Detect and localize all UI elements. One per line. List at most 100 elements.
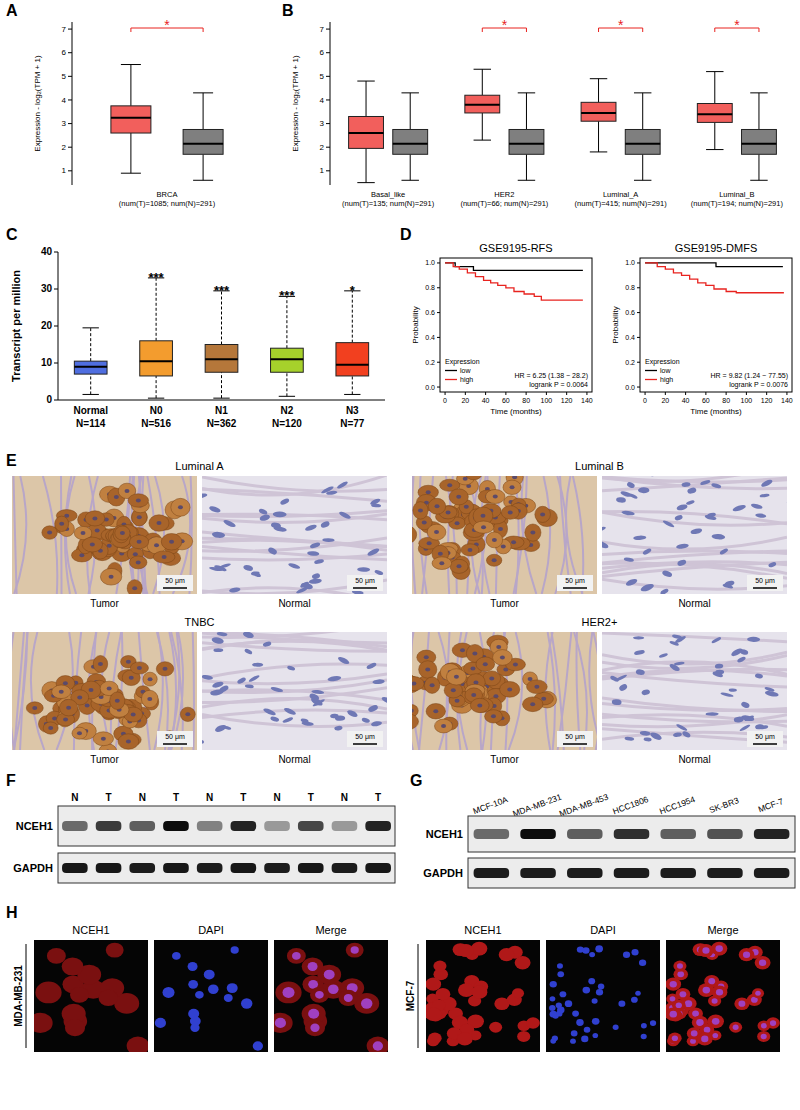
nucleus [700,479,711,486]
nucleus [677,559,687,567]
legend-label: low [460,367,471,374]
nucleus [468,548,473,552]
nucleus [418,508,423,512]
box [74,361,107,374]
nucleus [115,699,120,703]
median [393,143,428,145]
x-tick-label: 80 [522,397,530,404]
stained-cell [424,677,439,693]
nucleus [761,1034,767,1039]
band [231,863,257,873]
tissue [412,632,597,750]
nucleus [245,684,254,689]
y-axis-title: Transcript per million [10,270,22,382]
tissue [602,632,787,750]
ihc-image [202,632,387,750]
x-tick [445,392,446,395]
nucleus [308,962,318,971]
nucleus [645,476,656,477]
median [697,113,732,115]
nucleus [374,569,384,576]
line: HER2 [494,190,514,199]
nucleus [299,581,309,589]
stroma [202,643,387,651]
stained-cell [149,515,169,532]
nucleus [346,709,358,718]
nucleus [351,946,359,953]
y-tick-label: 30 [41,283,53,294]
x-axis-title: Time (months) [690,407,742,416]
nucleus [253,1041,263,1050]
nucleus [185,712,190,716]
y-tick [437,337,440,338]
box-panel: 1234567Expression - log₂(TPM + 1)Basal_l… [291,17,783,208]
x-tick-label: 140 [781,397,793,404]
nucleus [470,667,475,671]
scale-bar [353,743,377,745]
nucleus [571,1030,578,1036]
band [520,829,556,839]
scale-patch [157,575,193,591]
nucleus [706,712,719,716]
stained-cell [470,698,489,712]
nucleus [202,739,204,744]
line: Basal_like [371,190,405,199]
nucleus [685,1000,692,1007]
nucleus [660,588,670,594]
whisker-cap [83,394,99,395]
line: (num(T)=135; num(N)=291) [342,199,435,208]
marks [445,263,583,300]
y-tick [637,262,640,263]
stained-cell [26,702,43,714]
whisker-cap [634,180,651,181]
whisker-low [598,121,599,152]
nucleus [596,989,603,996]
y-tick-label: 4 [320,96,325,105]
nucleus [472,651,477,655]
nucleus [208,984,219,994]
box [697,104,732,123]
legend-swatch [645,379,657,380]
whisker-cap [193,92,213,93]
nucleus [588,978,595,984]
nucleus [483,662,488,666]
band [474,829,510,839]
nucleus [477,703,482,707]
y-tick [437,387,440,388]
stained-cell [156,662,173,676]
background [666,940,780,1052]
nucleus [473,680,478,684]
cell-signal [275,982,301,1004]
nucleus [85,704,90,708]
nucleus [451,688,456,692]
nucleus [454,675,459,679]
band [365,821,391,831]
whisker-low [526,154,527,180]
whisker-cap [750,92,767,93]
legend-title: Expression [645,358,680,366]
nucleus [770,1020,776,1026]
x-tick-label: 140 [581,397,593,404]
nucleus [59,690,64,694]
nucleus [581,1036,588,1043]
x-tick-label: 60 [702,397,710,404]
stroma [602,477,787,482]
cell-signal [666,978,681,991]
stained-cell [486,532,503,548]
nucleus [723,580,735,589]
scale-bar [563,743,587,745]
x-tick-label: N0 [150,405,163,416]
nucleus [738,1001,745,1007]
channel-label: NCEH1 [464,924,501,936]
nucleus [147,697,152,701]
nucleus [47,531,52,535]
nucleus [602,539,609,549]
nucleus [759,493,769,498]
stroma [602,476,787,481]
y-tick [437,262,440,263]
nucleus [640,730,651,736]
image-label: Tumor [490,598,519,609]
y-tick-label: 1.0 [425,259,435,266]
membrane [58,853,395,883]
x-tick-label: HER2(num(T)=66; num(N)=291) [460,190,548,208]
